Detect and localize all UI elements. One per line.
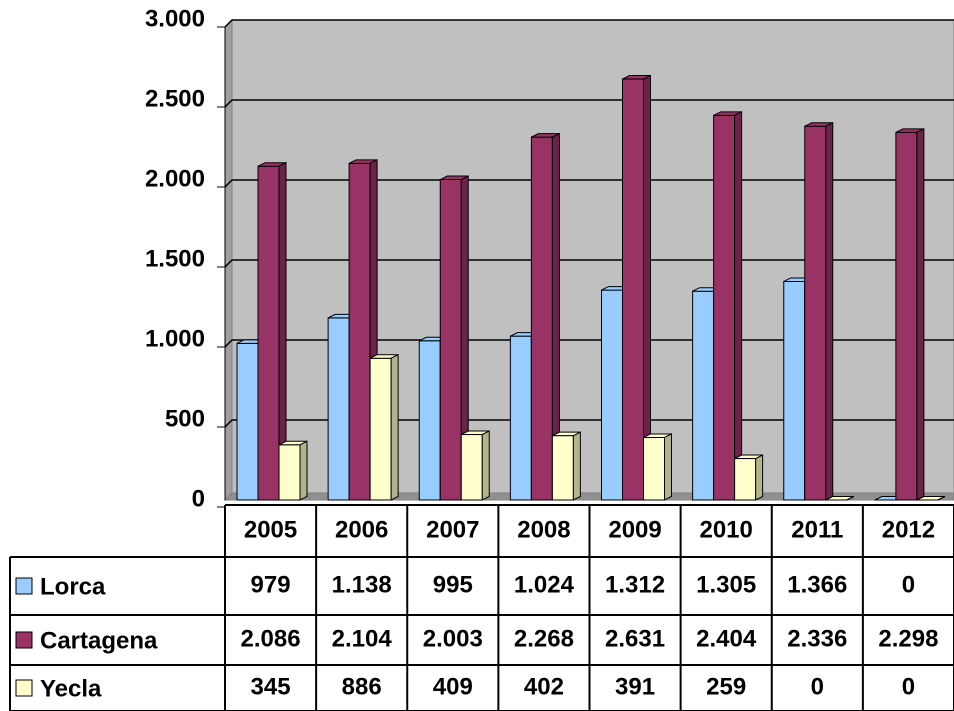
x-tick-label: 2012	[882, 516, 935, 543]
bar-side	[572, 431, 581, 501]
x-tick-label: 2007	[426, 516, 479, 543]
legend-swatch	[15, 679, 33, 697]
table-value: 259	[706, 673, 746, 700]
x-tick-label: 2005	[244, 516, 297, 543]
bar-side	[825, 121, 834, 501]
bar-side	[755, 454, 764, 501]
bar	[643, 436, 665, 501]
bar-side	[734, 111, 743, 501]
bar	[551, 435, 574, 501]
table-value: 391	[615, 673, 655, 700]
y-tick-label: 2.000	[145, 165, 205, 192]
table-value: 2.631	[605, 625, 665, 652]
bar	[369, 357, 392, 501]
bar	[622, 78, 644, 501]
bar-side	[390, 353, 399, 501]
bar	[236, 342, 259, 501]
table-value: 2.268	[514, 625, 574, 652]
bar	[509, 335, 532, 501]
bar-side	[664, 433, 672, 501]
bar	[278, 444, 301, 501]
y-tick-label: 0	[192, 485, 205, 512]
bar	[783, 280, 806, 501]
table-value: 402	[524, 673, 564, 700]
bar	[692, 290, 715, 501]
bar	[713, 114, 736, 501]
table-value: 2.336	[787, 625, 847, 652]
y-tick-label: 1.500	[145, 245, 205, 272]
bar	[734, 458, 757, 501]
legend-label: Yecla	[40, 675, 102, 702]
table-value: 2.003	[423, 625, 483, 652]
x-tick-label: 2009	[608, 516, 661, 543]
x-tick-label: 2011	[791, 516, 843, 543]
bar	[804, 125, 827, 501]
bar-side	[937, 496, 946, 501]
table-value: 2.086	[241, 625, 301, 652]
bar	[348, 162, 371, 501]
legend-label: Cartagena	[40, 627, 158, 654]
table-value: 0	[902, 673, 915, 700]
y-tick-label: 1.000	[145, 325, 205, 352]
table-value: 2.298	[878, 625, 938, 652]
y-tick-label: 3.000	[145, 5, 205, 32]
table-value: 2.404	[696, 625, 757, 652]
table-value: 995	[433, 571, 473, 598]
legend-swatch	[15, 577, 33, 595]
x-tick-label: 2010	[699, 516, 752, 543]
grid-line	[224, 19, 954, 28]
table-value: 1.312	[605, 571, 665, 598]
bar-side	[846, 496, 854, 501]
y-tick-label: 2.500	[145, 85, 205, 112]
table-value: 345	[251, 673, 291, 700]
table-value: 2.104	[332, 625, 393, 652]
table-value: 979	[251, 571, 291, 598]
bar	[257, 165, 280, 501]
bar	[460, 434, 483, 501]
legend-label: Lorca	[40, 573, 106, 600]
bar-side	[916, 128, 925, 501]
table-value: 886	[342, 673, 382, 700]
x-tick-label: 2008	[517, 516, 570, 543]
table-value: 0	[811, 673, 824, 700]
y-tick-label: 500	[165, 405, 205, 432]
table-value: 1.366	[787, 571, 847, 598]
grid-line	[224, 99, 954, 108]
bar	[530, 136, 553, 501]
bar	[895, 131, 918, 501]
table-value: 1.138	[332, 571, 392, 598]
bar	[327, 317, 350, 501]
bar-side	[299, 440, 308, 501]
table-value: 409	[433, 673, 473, 700]
table-value: 1.024	[514, 571, 575, 598]
table-value: 0	[902, 571, 915, 598]
bar	[601, 289, 623, 501]
x-tick-label: 2006	[335, 516, 388, 543]
bar	[418, 340, 441, 501]
table-value: 1.305	[696, 571, 756, 598]
bar	[439, 179, 462, 501]
legend-swatch	[15, 631, 33, 649]
bar-side	[481, 430, 490, 501]
